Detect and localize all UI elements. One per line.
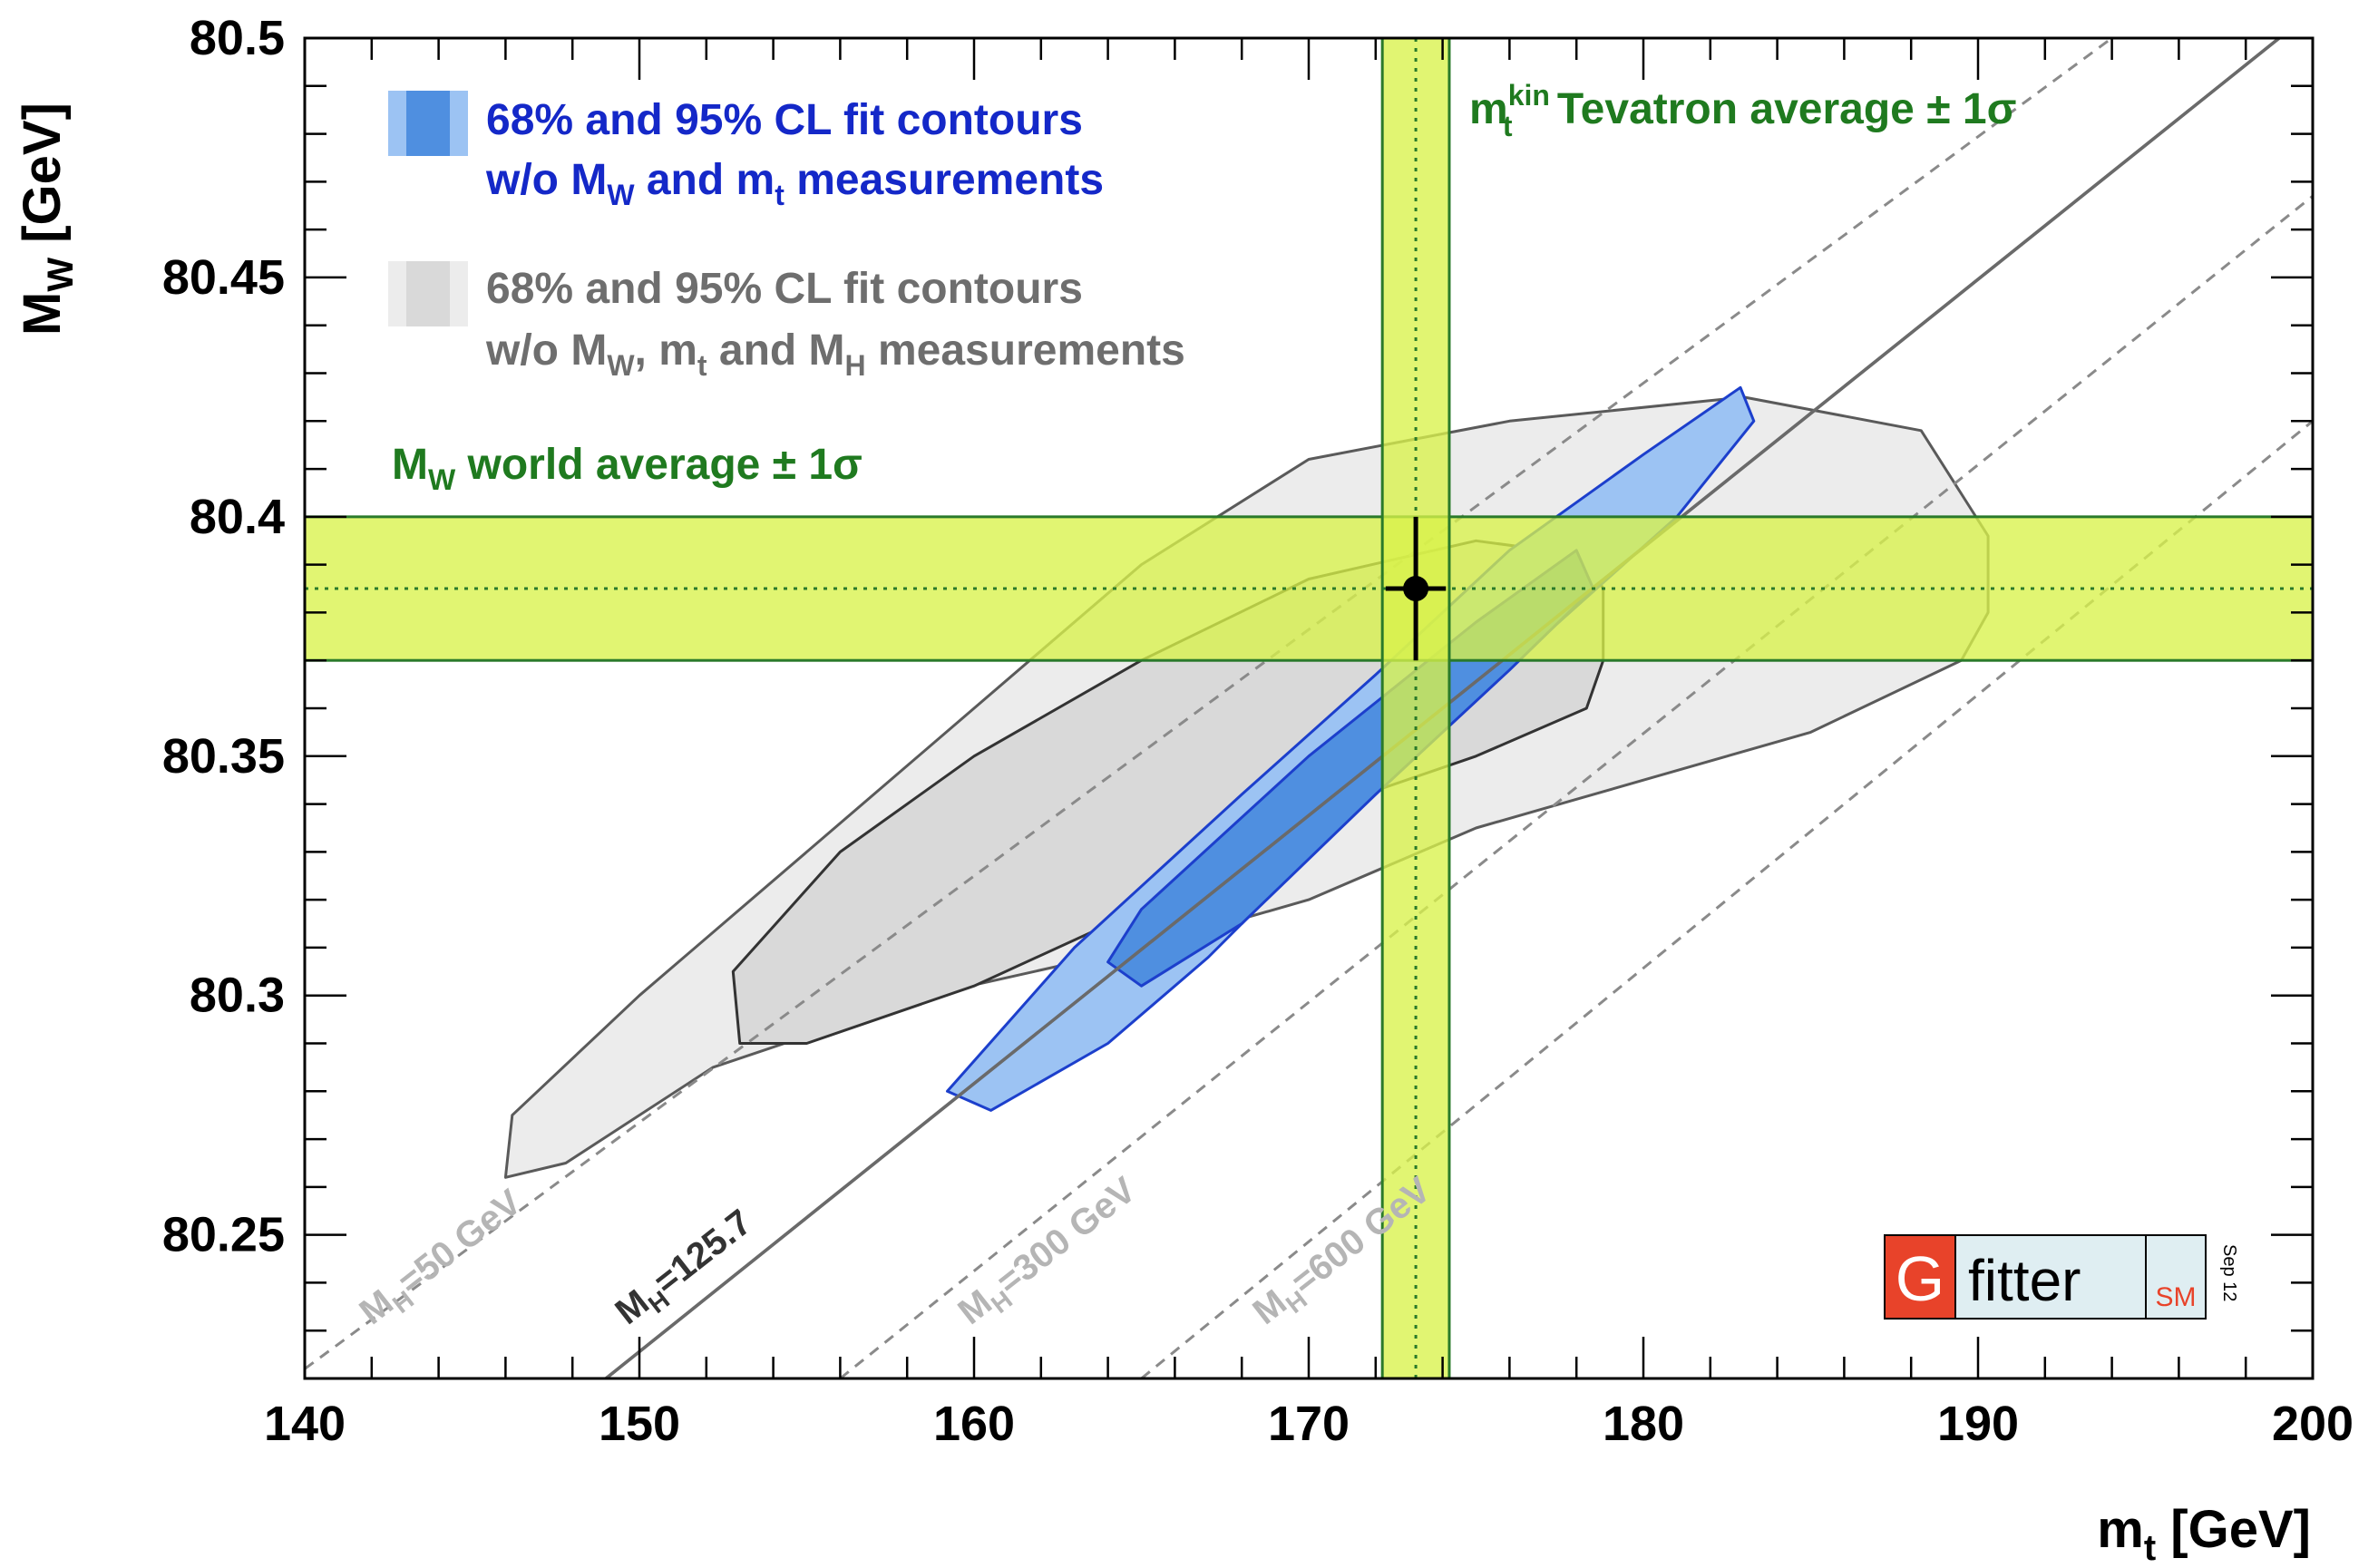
y-tick-label: 80.5 [190,11,285,65]
y-tick-label: 80.25 [162,1208,285,1262]
gfitter-logo-g-box [1884,1234,1956,1320]
legend-grey-line2-d: measurements [866,326,1185,375]
legend-blue-line2-sub1: W [607,179,635,211]
mt-band-label-sup: kin [1508,79,1550,112]
legend-grey-line1: 68% and 95% CL fit contours [486,265,1083,313]
y-tick-label: 80.4 [190,490,285,544]
y-axis-title-main: M [13,292,72,336]
x-axis-title-rest: [GeV] [2156,1500,2311,1559]
x-tick-label: 180 [1603,1397,1684,1451]
mh-line-2 [839,195,2313,1378]
legend-blue-line2-a: w/o M [485,156,607,204]
y-axis-title: MW [GeV] [13,102,81,336]
legend-blue-line2-c: measurements [785,156,1104,204]
legend-grey-line2-sub2: t [697,349,707,382]
x-axis-title-main: m [2097,1500,2144,1559]
legend-swatch-blue-68 [406,91,450,156]
legend-grey-line2-a: w/o M [485,326,607,375]
mh-line-0 [305,38,2113,1370]
y-tick-label: 80.35 [162,729,285,784]
x-tick-label: 140 [264,1397,346,1451]
mw-band-label-rest: world average ± 1σ [455,441,863,489]
legend-grey-line2-sub1: W [607,349,635,382]
mt-band-label-rest: Tevatron average ± 1σ [1545,85,2017,133]
y-tick-label: 80.45 [162,250,285,305]
measurement-bands [305,38,2313,1378]
legend-blue-line1: 68% and 95% CL fit contours [486,96,1083,144]
legend-grey-line2-b: , m [635,326,697,375]
legend-grey-line2-c: and M [707,326,845,375]
legend-blue-line2-sub2: t [775,179,785,211]
gfitter-logo-date: Sep 12 [2219,1244,2239,1301]
axis-tick-labels: 140 150 160 170 180 190 200 80.25 80.3 80.35 80.4 8… [162,11,2354,1451]
x-tick-label: 200 [2272,1397,2354,1451]
x-tick-label: 150 [599,1397,680,1451]
y-axis-title-sub: W [41,258,81,292]
axis-ticks [303,36,2315,1380]
mt-band-label-main: m [1469,85,1508,133]
legend-blue-line2-b: and m [635,156,775,204]
gfitter-logo-sm: SM [2156,1282,2197,1312]
gfitter-logo: G fitter SM Sep 12 [1884,1234,2239,1320]
measurement-marker [1403,576,1429,602]
x-tick-label: 170 [1268,1397,1350,1451]
legend-grey-line2-sub3: H [845,349,866,382]
gfitter-logo-fitter-box [1954,1234,2147,1320]
gfitter-logo-g: G [1896,1243,1944,1314]
mt-band-label: mkin t Tevatron average ± 1σ [1469,79,2016,142]
legend-blue-line2: w/o MW and mt measurements [485,156,1104,211]
x-tick-label: 190 [1937,1397,2019,1451]
y-axis-title-rest: [GeV] [13,102,72,258]
mw-band-label: MW world average ± 1σ [392,441,863,496]
mw-band [305,515,2313,662]
x-axis-title-sub: t [2144,1528,2156,1568]
x-axis-title: mt [GeV] [2097,1500,2311,1568]
mw-band-label-main: M [392,441,428,489]
gfitter-logo-sm-box [2145,1234,2207,1320]
measurement-point [1385,516,1447,661]
y-tick-label: 80.3 [190,969,285,1023]
gfitter-logo-fitter: fitter [1968,1248,2081,1313]
legend-grey-line2: w/o MW, mt and MH measurements [485,326,1185,382]
mw-band-label-sub: W [428,463,456,496]
legend-swatch-grey-68 [406,261,450,326]
mt-band-label-sub: t [1503,110,1513,142]
x-tick-label: 160 [933,1397,1015,1451]
